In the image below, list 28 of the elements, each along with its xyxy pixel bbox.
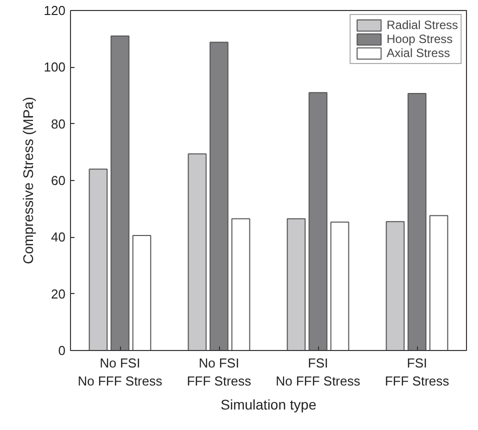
legend-label: Radial Stress [386, 18, 458, 32]
bar [110, 36, 130, 350]
y-tick-label: 40 [51, 230, 66, 245]
bar [386, 221, 405, 350]
x-tick-label: No FSI No FFF Stress [78, 356, 163, 388]
bar [231, 218, 250, 350]
bar [429, 215, 448, 350]
x-axis-title: Simulation type [220, 396, 317, 412]
x-tick-label: No FSI FFF Stress [186, 356, 252, 388]
bar [210, 42, 228, 350]
y-tick-label: 0 [58, 343, 66, 358]
bar [132, 234, 152, 350]
bar [88, 168, 108, 350]
bar [286, 218, 306, 350]
y-tick-label: 80 [51, 116, 66, 132]
x-tick-label: FSI No FFF Stress [276, 356, 361, 388]
y-tick-label: 60 [51, 173, 66, 188]
y-tick-label: 100 [44, 60, 66, 75]
legend-label: Hoop Stress [386, 32, 453, 46]
bar [408, 93, 426, 350]
bar [188, 153, 207, 350]
x-tick-label: FSI FFF Stress [384, 356, 450, 388]
y-axis-title: Compressive Stress (MPa) [20, 96, 36, 264]
legend-label: Axial Stress [386, 46, 450, 60]
y-tick-label: 120 [44, 3, 66, 18]
y-tick-label: 20 [51, 286, 66, 302]
bar [308, 92, 328, 350]
bar [330, 222, 350, 350]
